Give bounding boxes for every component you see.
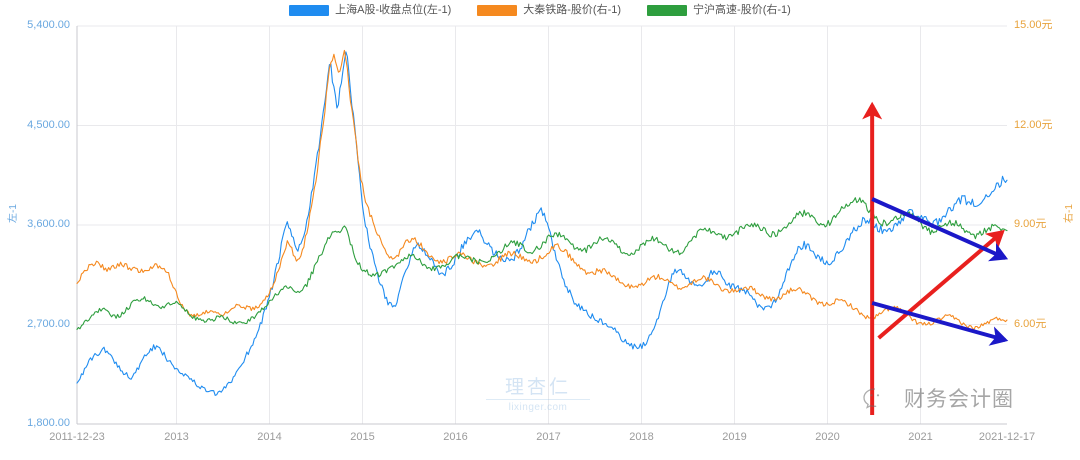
blue-down-arrow-upper (871, 197, 1009, 262)
right-axis-tick-label: 12.00元 (1014, 118, 1053, 131)
lixinger-watermark: 理杏仁 lixinger.com (478, 378, 598, 413)
legend-item-shanghai-a-index[interactable]: 上海A股-收盘点位(左-1) (289, 3, 452, 16)
gridlines (76, 25, 1007, 425)
left-axis-tick-label: 2,700.00 (27, 317, 70, 330)
wechat-icon (863, 388, 880, 409)
left-axis-tick-label: 4,500.00 (27, 118, 70, 131)
x-axis-tick-label: 2021-12-17 (978, 431, 1036, 443)
legend-label-shanghai-a-index: 上海A股-收盘点位(左-1) (335, 3, 452, 16)
legend-swatch-orange (477, 4, 518, 16)
x-axis-tick-label: 2016 (443, 431, 468, 443)
right-axis-title: 右-1 (1063, 204, 1075, 223)
x-axis-tick-label: 2019 (722, 431, 747, 443)
wechat-account-watermark: 财务会计圈 (862, 386, 1014, 414)
x-axis-tick-label: 2015 (350, 431, 375, 443)
right-axis-tick-label: 6.00元 (1014, 317, 1047, 330)
lixinger-watermark-rule (486, 399, 590, 400)
left-axis-tick-label: 1,800.00 (27, 417, 70, 429)
legend-label-ninghu-expressway: 宁沪高速-股价(右-1) (693, 3, 791, 16)
left-axis-tick-label: 5,400.00 (27, 19, 70, 31)
x-axis-tick-label: 2020 (815, 431, 840, 443)
data-series-layer (76, 49, 1008, 396)
wechat-account-name: 财务会计圈 (904, 388, 1014, 411)
series-line-daqin-railway (76, 49, 1008, 331)
legend-swatch-green (647, 4, 688, 16)
series-line-shanghai-a-index (76, 51, 1008, 396)
x-axis-tick-label: 2013 (164, 431, 189, 443)
legend-label-daqin-railway: 大秦铁路-股价(右-1) (523, 3, 622, 16)
right-axis-tick-label: 9.00元 (1014, 218, 1047, 230)
legend-item-ninghu-expressway[interactable]: 宁沪高速-股价(右-1) (647, 3, 791, 16)
x-axis-tick-label: 2011-12-23 (49, 431, 105, 443)
lixinger-watermark-cn: 理杏仁 (504, 377, 571, 398)
x-axis-tick-label: 2017 (536, 431, 561, 443)
left-axis-tick-label: 3,600.00 (27, 218, 70, 230)
left-axis-title: 左-1 (7, 204, 19, 223)
right-axis-tick-label: 15.00元 (1014, 19, 1053, 31)
lixinger-watermark-url: lixinger.com (508, 402, 568, 413)
legend-swatch-blue (289, 4, 330, 16)
series-line-ninghu-expressway (76, 197, 1008, 330)
chart-legend: 上海A股-收盘点位(左-1) 大秦铁路-股价(右-1) 宁沪高速-股价(右-1) (0, 0, 1080, 20)
x-axis-tick-label: 2021 (908, 431, 933, 443)
blue-down-arrow-lower (871, 301, 1009, 346)
x-axis-tick-label: 2014 (257, 431, 282, 443)
legend-item-daqin-railway[interactable]: 大秦铁路-股价(右-1) (477, 3, 622, 16)
annotation-arrows-layer (862, 101, 1009, 415)
x-axis-tick-label: 2018 (629, 431, 654, 443)
